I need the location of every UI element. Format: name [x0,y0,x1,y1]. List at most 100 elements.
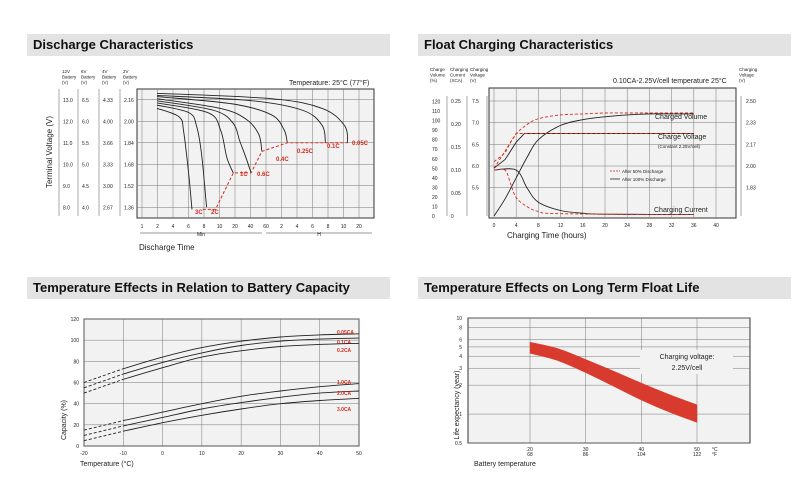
life-x-unit-c: °C [712,447,718,453]
float-volume-tick: 0 [432,214,435,220]
float-axis-header: Current [450,73,466,78]
capacity-y-tick: 120 [71,317,80,323]
discharge-min-label: Min [197,232,205,238]
capacity-y-tick: 20 [73,423,79,429]
float-voltage2-tick: 2.00 [746,164,756,170]
discharge-y-tick: 3.33 [103,162,113,168]
discharge-x-tick: 4 [296,224,299,230]
life-y-tick: 1 [459,412,462,418]
discharge-y-tick: 10.0 [63,162,73,168]
discharge-ylabel: Terminal Voltage (V) [45,116,54,188]
float-volume-tick: 30 [432,185,438,191]
discharge-curve [156,100,252,174]
life-x-tick-f: 104 [637,452,646,458]
discharge-rate-label: 3C [195,210,203,216]
float-volume-tick: 120 [432,100,441,106]
life-band [529,341,698,423]
float-axis-header: Volume [430,73,446,78]
discharge-x-tick: 1 [141,224,144,230]
discharge-y-tick: 13.0 [63,98,73,104]
discharge-y-tick: 1.52 [124,184,134,190]
discharge-x-tick: 10 [217,224,223,230]
discharge-rate-label: 0.6C [257,172,270,178]
float-axis-header: (V) [470,78,477,83]
discharge-y-tick: 2.67 [103,205,113,211]
capacity-curve [123,383,360,422]
capacity-x-tick: 0 [161,451,164,457]
float-curve-label: After 50% Discharge [622,169,664,174]
discharge-axis-header: 4V [102,69,108,74]
discharge-y-tick: 9.0 [63,184,70,190]
float-volume-100 [493,113,694,217]
float-volume-tick: 20 [432,195,438,201]
float-x-tick: 28 [647,223,653,229]
float-volume-tick: 50 [432,166,438,172]
float-xlabel: Charging Time (hours) [507,231,587,240]
discharge-axis-header: 2V [123,69,129,74]
capacity-x-tick: -10 [120,451,127,457]
capacity-curve [123,342,360,380]
float-axis-header: Charging [450,67,469,72]
discharge-xlabel: Discharge Time [139,243,195,252]
life-x-unit-f: °F [712,452,717,458]
float-volume-tick: 110 [432,109,440,115]
capacity-x-tick: 50 [356,451,362,457]
discharge-axis-header: Battery [102,75,117,80]
discharge-rate-label: 0.05C [352,141,369,147]
discharge-x-tick: 60 [263,224,269,230]
float-axis-header: Charge [430,67,445,72]
float-current-tick: 0.10 [451,168,461,174]
discharge-rate-label: 1C [240,172,248,178]
float-x-tick: 4 [515,223,518,229]
float-voltage-tick: 5.5 [472,186,479,192]
life-x-tick-f: 122 [693,452,702,458]
float-curve-label: (Constant 2.25V/cell) [658,144,701,149]
float-voltage-50 [493,133,694,163]
capacity-series-label: 0.2CA [337,348,352,354]
float-current-100 [493,168,694,216]
float-voltage2-tick: 2.50 [746,99,756,105]
float-x-tick: 24 [624,223,630,229]
discharge-curve [156,92,349,143]
life-x-tick-c: 20 [527,447,533,453]
discharge-x-tick: 40 [248,224,254,230]
life-y-tick: 0.5 [455,441,462,447]
float-current-tick: 0.20 [451,122,461,128]
float-axis-header: Voltage [739,73,755,78]
temp-life-title: Temperature Effects on Long Term Float L… [418,277,791,299]
capacity-ylabel: Capacity (%) [61,400,68,440]
discharge-y-tick: 5.0 [82,162,89,168]
capacity-curve-dashed [83,425,124,436]
capacity-curve [123,397,360,432]
float-volume-50 [493,112,694,169]
discharge-hour-label: H [317,232,321,238]
capacity-series-label: 1.0CA [337,380,352,386]
float-volume-tick: 40 [432,176,438,182]
discharge-x-tick: 8 [327,224,330,230]
float-voltage-tick: 7.0 [472,121,479,127]
life-annotation-line1: Charging voltage: [660,354,715,361]
life-y-tick: 5 [459,345,462,351]
capacity-curve-dashed [83,378,124,394]
discharge-x-tick: 20 [232,224,238,230]
discharge-title: Discharge Characteristics [27,34,390,56]
discharge-x-tick: 2 [280,224,283,230]
discharge-axis-header: (V) [62,80,69,85]
float-voltage-tick: 7.5 [472,99,479,105]
discharge-y-tick: 8.0 [63,205,70,211]
float-current-tick: 0.25 [451,99,461,105]
life-y-tick: 6 [459,337,462,343]
float-annotation: 0.10CA-2.25V/cell temperature 25°C [613,77,727,85]
discharge-rate-label: 0.4C [276,157,289,163]
float-voltage2-tick: 1.83 [746,186,756,192]
life-y-tick: 8 [459,325,462,331]
life-x-tick-c: 30 [583,447,589,453]
life-annotation-line2: 2.25V/cell [672,365,703,372]
float-volume-tick: 70 [432,147,438,153]
float-current-tick: 0.15 [451,145,461,151]
float-voltage2-tick: 2.17 [746,142,756,148]
life-y-tick: 4 [459,354,462,360]
float-volume-tick: 10 [432,204,438,210]
discharge-x-tick: 2 [156,224,159,230]
